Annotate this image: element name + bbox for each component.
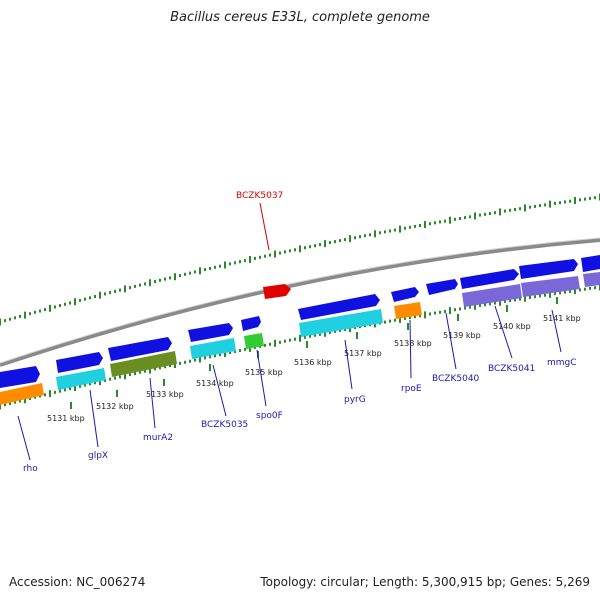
gene-bczk5035[interactable] — [188, 323, 233, 342]
summary-text: Topology: circular; Length: 5,300,915 bp… — [260, 575, 590, 589]
gene-label-rpoe: rpoE — [401, 384, 422, 394]
feature-rpoe[interactable] — [394, 302, 422, 319]
pos-label: 5131 kbp — [47, 414, 85, 423]
accession-text: Accession: NC_006274 — [9, 575, 146, 589]
pos-label: 5140 kbp — [493, 322, 531, 331]
feature-next[interactable] — [583, 272, 600, 287]
gene-label-mura2: murA2 — [143, 433, 173, 443]
gene-label-mmgc: mmgC — [547, 358, 577, 368]
pos-label: 5138 kbp — [394, 339, 432, 348]
pos-label: 5141 kbp — [543, 314, 581, 323]
backbone-line — [0, 238, 600, 367]
gene-label-rho: rho — [23, 464, 38, 474]
gene-bczk5041[interactable] — [460, 269, 519, 289]
pos-label: 5137 kbp — [344, 349, 382, 358]
gene-rpoe[interactable] — [391, 287, 419, 302]
gene-spo0f[interactable] — [241, 316, 261, 331]
gene-mura2[interactable] — [108, 337, 172, 361]
feature-bczk5041[interactable] — [462, 284, 522, 307]
gene-rho[interactable] — [0, 366, 40, 388]
genome-title: Bacillus cereus E33L, complete genome — [170, 10, 430, 25]
forward-strand-genes — [0, 255, 600, 388]
gene-next[interactable] — [581, 255, 600, 272]
label-bczk5037: BCZK5037 — [236, 191, 283, 201]
gene-glpx[interactable] — [56, 352, 103, 373]
gene-label-glpx: glpX — [88, 451, 108, 461]
gene-label-bczk5041: BCZK5041 — [488, 364, 535, 374]
pos-label: 5136 kbp — [294, 358, 332, 367]
feature-mmgc[interactable] — [521, 276, 580, 297]
feature-rho[interactable] — [0, 383, 44, 405]
feature-spo0f[interactable] — [244, 333, 264, 349]
feature-bczk5035[interactable] — [190, 338, 236, 359]
gene-mmgc[interactable] — [519, 259, 578, 279]
backbone-highlight — [0, 237, 600, 364]
feature-mura2[interactable] — [110, 351, 177, 377]
pos-label: 5132 kbp — [96, 402, 134, 411]
outer-tick-ring — [0, 193, 600, 326]
feature-pyrg[interactable] — [299, 309, 383, 337]
gene-bczk5040[interactable] — [426, 279, 458, 295]
feature-blocks — [0, 272, 600, 405]
gene-pyrg[interactable] — [298, 294, 380, 320]
gene-label-bczk5035: BCZK5035 — [201, 420, 248, 430]
feature-glpx[interactable] — [56, 368, 106, 390]
gene-bczk5037[interactable] — [263, 284, 291, 299]
gene-label-pyrg: pyrG — [344, 395, 366, 405]
pos-label: 5134 kbp — [196, 379, 234, 388]
pos-label: 5139 kbp — [443, 331, 481, 340]
gene-label-spo0f: spo0F — [256, 411, 283, 421]
gene-callouts: rho glpX murA2 BCZK5035 spo0F pyrG rpoE … — [17, 305, 577, 474]
callout-bczk5037 — [259, 202, 270, 251]
pos-label: 5135 kbp — [245, 368, 283, 377]
gene-label-bczk5040: BCZK5040 — [432, 374, 480, 384]
pos-label: 5133 kbp — [146, 390, 184, 399]
